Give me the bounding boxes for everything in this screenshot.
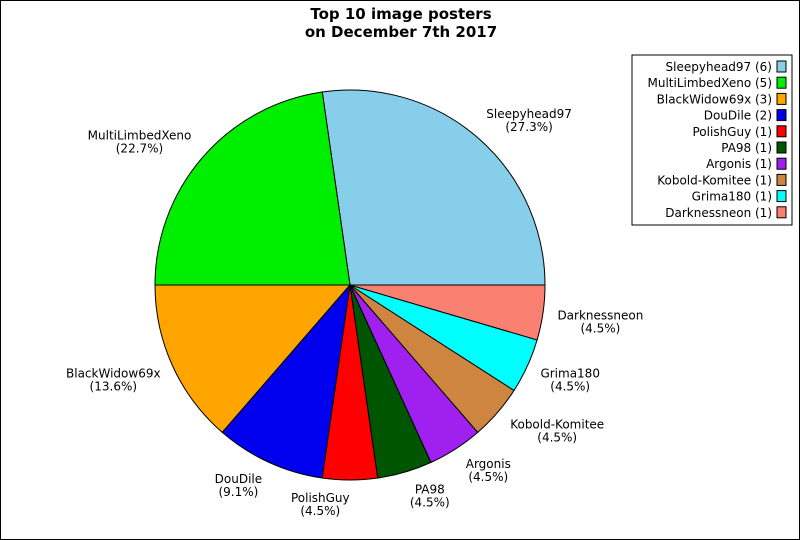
legend-swatch-kobold-komitee	[776, 173, 787, 186]
slice-label-darknessneon: Darknessneon (4.5%)	[557, 308, 643, 335]
legend-label-doudile: DouDile (2)	[704, 109, 772, 123]
slice-label-blackwidow69x: BlackWidow69x (13.6%)	[66, 367, 161, 394]
chart-title: Top 10 image posters on December 7th 201…	[1, 5, 800, 41]
pie-slices	[154, 89, 546, 481]
legend-label-grima180: Grima180 (1)	[692, 190, 772, 204]
slice-labels: Sleepyhead97 (27.3%) MultiLimbedXeno (22.7%…	[66, 107, 643, 518]
legend-label-blackwidow69x: BlackWidow69x (3)	[657, 92, 772, 106]
legend-swatch-multilimbedxeno	[776, 76, 787, 89]
legend-label-kobold-komitee: Kobold-Komitee (1)	[657, 173, 772, 187]
slice-label-name: Kobold-Komitee	[510, 418, 604, 432]
pie-slice-sleepyhead97	[321, 89, 546, 286]
slice-label-name: PA98	[415, 482, 445, 496]
slice-label-argonis: Argonis (4.5%)	[466, 457, 511, 484]
slice-label-pa98: PA98 (4.5%)	[410, 482, 450, 509]
legend-label-pa98: PA98 (1)	[721, 141, 772, 155]
legend-label-darknessneon: Darknessneon (1)	[665, 206, 772, 220]
slice-label-percent: (13.6%)	[90, 380, 137, 394]
slice-label-percent: (4.5%)	[550, 380, 590, 394]
slice-label-polishguy: PolishGuy (4.5%)	[291, 491, 350, 518]
slice-label-name: BlackWidow69x	[66, 367, 161, 381]
chart-title-line-2: on December 7th 2017	[304, 23, 498, 41]
slice-label-name: MultiLimbedXeno	[88, 129, 192, 143]
pie-slice-blackwidow69x	[154, 284, 352, 434]
chart-title-line-1: Top 10 image posters	[310, 5, 492, 23]
slice-label-name: Sleepyhead97	[486, 107, 572, 121]
legend-label-sleepyhead97: Sleepyhead97 (6)	[666, 60, 772, 74]
legend-box	[631, 54, 793, 226]
slice-label-percent: (4.5%)	[580, 321, 620, 335]
legend-swatch-polishguy	[776, 125, 787, 138]
pie-slice-doudile	[221, 283, 351, 479]
slice-label-name: PolishGuy	[291, 491, 350, 505]
slice-label-multilimbedxeno: MultiLimbedXeno (22.7%)	[88, 129, 192, 156]
slice-label-name: Grima180	[540, 367, 600, 381]
legend-swatch-darknessneon	[776, 206, 787, 219]
legend-swatch-grima180	[776, 190, 787, 203]
slice-label-doudile: DouDile (9.1%)	[215, 472, 262, 499]
pie-slice-multilimbedxeno	[154, 91, 351, 286]
slice-label-percent: (4.5%)	[468, 470, 508, 484]
slice-label-percent: (27.3%)	[505, 120, 552, 134]
slice-label-percent: (9.1%)	[218, 485, 258, 499]
slice-label-percent: (4.5%)	[300, 504, 340, 518]
legend-label-multilimbedxeno: MultiLimbedXeno (5)	[648, 76, 772, 90]
legend-swatch-sleepyhead97	[776, 60, 787, 73]
legend: Sleepyhead97 (6) MultiLimbedXeno (5) Black…	[631, 54, 793, 226]
legend-swatch-argonis	[776, 157, 787, 170]
legend-label-polishguy: PolishGuy (1)	[693, 125, 773, 139]
legend-swatch-doudile	[776, 109, 787, 122]
slice-label-name: Darknessneon	[557, 308, 643, 322]
slice-label-name: Argonis	[466, 457, 511, 471]
legend-swatch-blackwidow69x	[776, 92, 787, 105]
slice-label-grima180: Grima180 (4.5%)	[540, 367, 600, 394]
slice-label-percent: (4.5%)	[410, 495, 450, 509]
pie-slice-darknessneon	[349, 284, 546, 341]
slice-label-percent: (4.5%)	[537, 431, 577, 445]
slice-label-name: DouDile	[215, 472, 262, 486]
slice-label-kobold-komitee: Kobold-Komitee (4.5%)	[510, 418, 604, 445]
slice-label-sleepyhead97: Sleepyhead97 (27.3%)	[486, 107, 572, 134]
slice-label-percent: (22.7%)	[116, 142, 163, 156]
legend-label-argonis: Argonis (1)	[706, 157, 772, 171]
legend-swatch-pa98	[776, 141, 787, 154]
